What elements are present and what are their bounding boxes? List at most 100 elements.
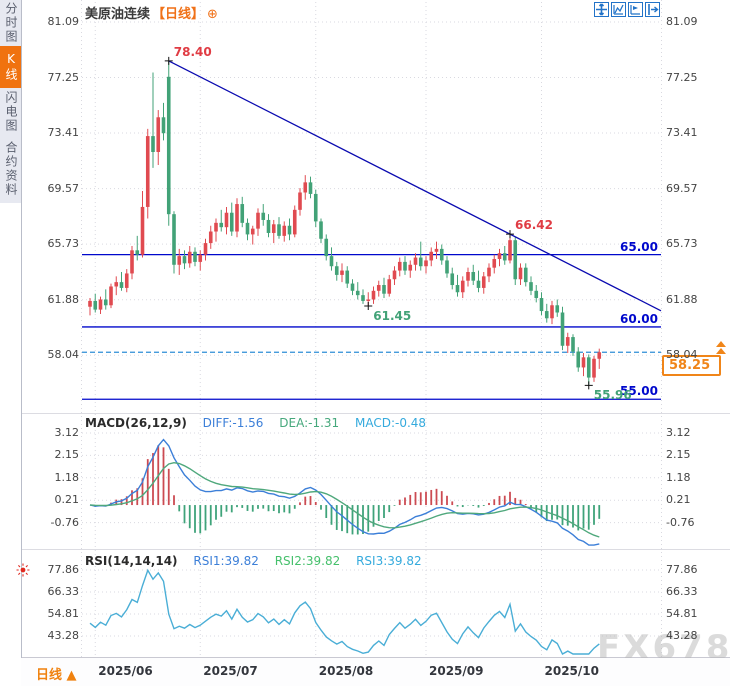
- candle-body: [109, 286, 113, 306]
- candle-body: [151, 136, 155, 152]
- last-price-tag: 58.25: [662, 355, 721, 376]
- axis-tick-label: 54.81: [666, 606, 698, 620]
- candle-body: [319, 221, 323, 239]
- axis-tick-label: 77.25: [666, 70, 698, 84]
- candle-body: [439, 248, 444, 261]
- price-extreme-label: 66.42: [515, 218, 553, 233]
- candle-body: [229, 212, 234, 232]
- extreme-cross-marker: [364, 301, 373, 310]
- candle-body: [445, 260, 449, 274]
- candle-body: [418, 257, 423, 267]
- candle-body: [555, 305, 560, 313]
- chart-settings-icon[interactable]: ⊕: [207, 7, 218, 22]
- candle-body: [466, 272, 470, 281]
- price-extreme-label: 78.40: [173, 44, 212, 59]
- macd-title: MACD(26,12,9): [85, 416, 187, 430]
- candle-body: [308, 182, 313, 194]
- macd-panel-header: MACD(26,12,9) DIFF:-1.56 DEA:-1.31 MACD:…: [85, 416, 426, 430]
- chart-flag-icon[interactable]: [628, 2, 643, 17]
- candle-body: [282, 225, 287, 236]
- candle-body: [539, 298, 544, 312]
- candle-body: [334, 266, 339, 275]
- rsi-panel-header: RSI(14,14,14) RSI1:39.82 RSI2:39.82 RSI3…: [85, 554, 422, 568]
- candle-body: [471, 272, 476, 281]
- candle-body: [340, 270, 344, 275]
- candle-body: [235, 204, 239, 232]
- rsi-line: [89, 568, 600, 655]
- macd-panel-graphics: [89, 438, 601, 546]
- sidebar-item-4[interactable]: 合约资料: [4, 141, 18, 197]
- extreme-cross-marker: [164, 56, 173, 65]
- scroll-to-latest-icon[interactable]: [714, 341, 728, 360]
- candle-body: [392, 270, 397, 280]
- axis-tick-label: 3.12: [666, 426, 691, 439]
- candle-body: [329, 256, 334, 267]
- grid-lines: [0, 0, 730, 663]
- symbol-name: 美原油连续: [85, 7, 151, 22]
- period-selector[interactable]: 日线 ▲: [36, 664, 77, 683]
- candle-body: [271, 224, 276, 233]
- candle-body: [103, 299, 108, 306]
- chart-toolbar: [594, 2, 660, 17]
- sidebar-item-1[interactable]: 分时图: [4, 2, 18, 44]
- candle-body: [502, 253, 507, 261]
- crosshair-icon[interactable]: [594, 2, 609, 17]
- extreme-cross-marker: [506, 230, 514, 239]
- candle-body: [119, 282, 124, 288]
- candle-body: [476, 280, 481, 288]
- candle-body: [277, 224, 281, 236]
- candle-body: [403, 261, 407, 271]
- sidebar-item-2[interactable]: K线图: [0, 46, 21, 88]
- candle-body: [182, 256, 187, 264]
- level-line-label: 60.00: [620, 311, 658, 326]
- candle-body: [460, 280, 465, 293]
- candle-body: [93, 300, 98, 310]
- axis-tick-label: 73.41: [666, 126, 698, 140]
- chart-line-icon[interactable]: [611, 2, 626, 17]
- month-tick-label: 2025/08: [318, 664, 374, 678]
- axis-tick-label: 65.73: [47, 237, 80, 251]
- candle-body: [208, 231, 213, 244]
- candle-body: [366, 299, 371, 301]
- candle-body: [161, 117, 166, 134]
- month-tick-label: 2025/09: [429, 664, 484, 678]
- axis-tick-label: 0.21: [54, 493, 80, 507]
- axis-tick-label: 81.09: [47, 15, 80, 28]
- axis-tick-label: 81.09: [666, 15, 698, 28]
- left-sidebar: 分时图 K线图闪电图合约资料: [0, 0, 22, 686]
- price-extreme-label: 61.45: [373, 308, 412, 323]
- candle-body: [376, 285, 381, 291]
- candle-body: [534, 290, 539, 299]
- candle-body: [492, 258, 497, 268]
- candle-body: [434, 248, 439, 252]
- pan-right-icon[interactable]: [645, 2, 660, 17]
- indicator-settings-sun-icon[interactable]: [16, 562, 30, 581]
- candle-body: [576, 351, 581, 368]
- candle-body: [187, 251, 192, 264]
- candle-body: [98, 299, 103, 310]
- candle-body: [518, 267, 523, 280]
- candle-body: [177, 256, 182, 265]
- candle-body: [361, 295, 365, 301]
- candle-body: [130, 250, 134, 274]
- candle-body: [371, 290, 376, 300]
- axis-tick-label: 0.21: [666, 493, 691, 507]
- extreme-cross-marker: [584, 381, 593, 390]
- period-selector-arrow-icon: ▲: [66, 668, 77, 683]
- level-line-label: 65.00: [620, 239, 658, 254]
- candle-body: [240, 204, 245, 223]
- axis-tick-label: 43.28: [666, 629, 698, 642]
- rsi-panel-graphics: [89, 568, 600, 655]
- candle-body: [550, 305, 554, 319]
- candle-body: [513, 240, 518, 280]
- time-axis-bar: 日线 ▲ 2025/06 2025/07 2025/08 2025/09 2025/10: [21, 658, 730, 686]
- candle-body: [597, 352, 602, 359]
- candlestick-series: [88, 60, 602, 386]
- candle-body: [156, 117, 161, 152]
- axis-tick-label: -0.76: [666, 515, 695, 529]
- candle-body: [166, 76, 171, 215]
- month-tick-label: 2025/10: [544, 664, 599, 678]
- sidebar-item-3[interactable]: 闪电图: [4, 91, 18, 133]
- candle-body: [581, 357, 586, 368]
- candle-body: [382, 285, 386, 294]
